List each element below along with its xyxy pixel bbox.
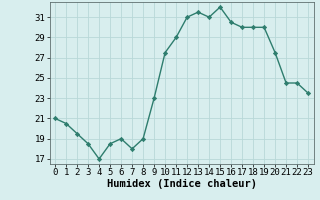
X-axis label: Humidex (Indice chaleur): Humidex (Indice chaleur)	[107, 179, 257, 189]
